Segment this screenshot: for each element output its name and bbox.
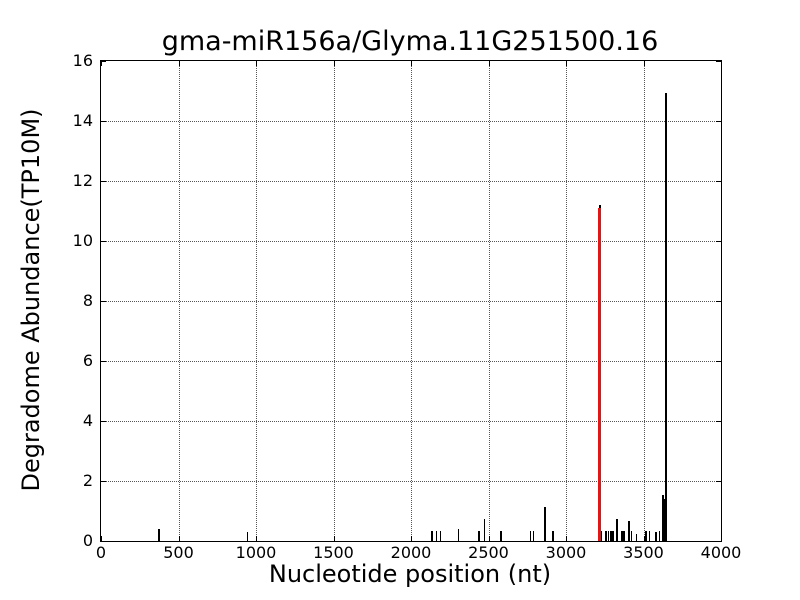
degradome-signal-spike <box>662 494 664 541</box>
y-axis-label: Degradome Abundance(TP10M) <box>16 108 45 492</box>
gridline-horizontal <box>101 241 721 242</box>
x-tick-mark <box>411 61 412 66</box>
degradome-signal-spike <box>630 530 633 541</box>
degradome-signal-spike <box>500 530 502 541</box>
y-tick-mark <box>716 61 721 62</box>
degradome-signal-spike <box>478 530 480 541</box>
degradome-signal-spike <box>621 530 623 541</box>
y-tick-label: 14 <box>72 111 93 130</box>
x-tick-mark <box>643 536 645 541</box>
degradome-signal-spike <box>623 530 625 541</box>
x-tick-mark <box>333 61 335 66</box>
degradome-signal-spike <box>600 530 603 541</box>
gridline-horizontal <box>101 181 721 182</box>
degradome-signal-spike <box>648 530 651 541</box>
plot-area: 0 500 1000 1500 2000 2500 3000 3500 4000 0 2 4 6 8 10 1… <box>73 53 742 561</box>
degradome-signal-spike <box>158 529 160 541</box>
x-tick-mark <box>256 61 257 66</box>
degradome-signal-spike <box>605 530 607 541</box>
degradome-signal-spike <box>483 518 486 541</box>
y-tick-mark <box>101 541 106 542</box>
x-tick-mark <box>721 61 722 66</box>
degradome-signal-spike <box>612 530 614 541</box>
x-tick-mark <box>101 536 102 541</box>
x-tick-mark <box>411 536 412 541</box>
degradome-signal-spike <box>665 92 667 541</box>
y-tick-label: 4 <box>82 411 93 430</box>
y-tick-mark <box>101 361 106 362</box>
x-tick-label: 2500 <box>468 543 509 562</box>
y-tick-mark <box>716 121 721 122</box>
x-tick-label: 3500 <box>623 543 664 562</box>
gridline-horizontal <box>101 421 721 422</box>
x-tick-label: 2000 <box>390 543 432 562</box>
x-tick-mark <box>256 536 257 541</box>
x-tick-label: 4000 <box>700 543 742 562</box>
x-tick-label: 1000 <box>235 543 277 562</box>
x-tick-mark <box>566 61 567 66</box>
y-tick-label: 2 <box>82 471 93 490</box>
y-tick-mark <box>716 541 721 542</box>
degradome-signal-spike <box>635 533 638 541</box>
degradome-signal-spike <box>616 519 618 541</box>
x-tick-mark <box>178 536 180 541</box>
y-tick-mark <box>101 121 106 122</box>
y-tick-label: 8 <box>82 291 93 310</box>
y-tick-mark <box>716 481 721 482</box>
x-tick-mark <box>488 61 490 66</box>
x-tick-mark <box>101 61 102 66</box>
y-tick-label: 6 <box>82 351 93 370</box>
y-tick-label: 12 <box>72 171 93 190</box>
x-tick-mark <box>566 536 567 541</box>
y-tick-mark <box>716 361 721 362</box>
y-tick-mark <box>716 241 721 242</box>
chart-title: gma-miR156a/Glyma.11G251500.16 <box>161 26 659 57</box>
y-tick-mark <box>101 61 106 62</box>
x-tick-label: 0 <box>95 543 107 562</box>
degradome-signal-spike <box>658 530 661 541</box>
degradome-signal-spike <box>610 530 612 541</box>
x-tick-mark <box>178 61 180 66</box>
y-tick-label: 16 <box>72 51 93 70</box>
y-tick-mark <box>716 181 721 182</box>
degradome-signal-spike <box>431 530 433 541</box>
degradome-signal-spike <box>552 530 554 541</box>
y-tick-mark <box>716 421 721 422</box>
degradome-signal-spike <box>544 506 546 541</box>
x-axis-label: Nucleotide position (nt) <box>268 560 552 588</box>
y-tick-mark <box>716 301 721 302</box>
degradome-signal-spike <box>246 532 249 541</box>
y-tick-mark <box>101 181 106 182</box>
gridline-horizontal <box>101 301 721 302</box>
degradome-signal-spike <box>435 530 438 541</box>
degradome-signal-spike <box>439 530 442 541</box>
gridline-horizontal <box>101 361 721 362</box>
degradome-signal-spike <box>457 529 460 541</box>
degradome-signal-spike <box>663 499 666 541</box>
degradome-signal-spike <box>532 530 535 541</box>
degradome-signal-spike <box>628 520 630 541</box>
x-tick-label: 1500 <box>313 543 354 562</box>
gridline-horizontal <box>101 481 721 482</box>
x-tick-mark <box>721 536 722 541</box>
gridline-horizontal <box>101 121 721 122</box>
y-tick-mark <box>101 241 106 242</box>
degradome-signal-spike <box>645 530 647 541</box>
y-tick-label: 0 <box>82 531 93 550</box>
x-tick-mark <box>643 61 645 66</box>
y-tick-mark <box>101 421 106 422</box>
degradome-signal-spike <box>529 530 532 541</box>
y-tick-mark <box>101 301 106 302</box>
degradome-signal-spike <box>655 532 657 541</box>
x-tick-mark <box>333 536 335 541</box>
x-tick-label: 500 <box>163 543 194 562</box>
x-tick-mark <box>488 536 490 541</box>
x-tick-label: 3000 <box>545 543 587 562</box>
mirna-cleavage-site-spike <box>598 208 602 541</box>
degradome-signal-spike <box>607 530 610 541</box>
y-tick-label: 10 <box>72 231 93 250</box>
y-tick-mark <box>101 481 106 482</box>
